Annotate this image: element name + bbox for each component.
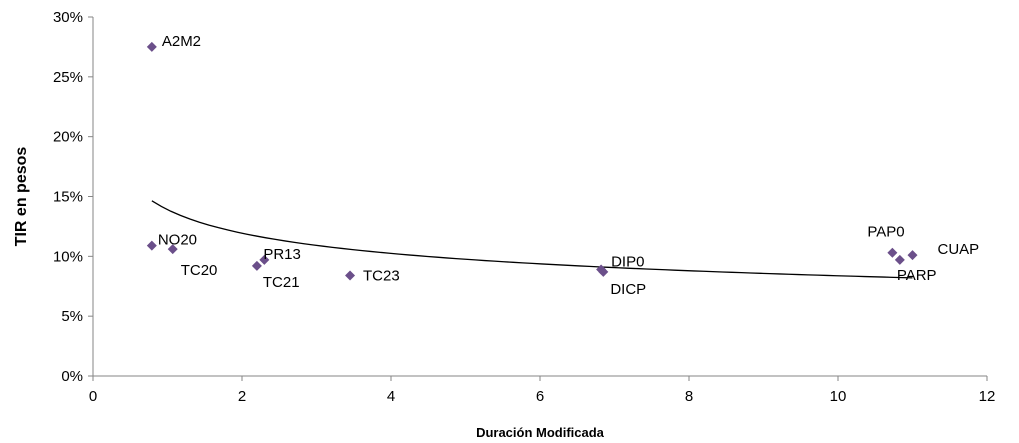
axes [88, 16, 988, 381]
x-tick-label: 0 [89, 388, 97, 405]
x-tick-label: 4 [387, 388, 395, 405]
point-label-no20: NO20 [158, 232, 197, 249]
point-label-tc21: TC21 [263, 274, 300, 291]
x-tick-label: 6 [536, 388, 544, 405]
y-tick-label: 0% [61, 368, 83, 385]
data-point-pap0 [887, 247, 898, 258]
point-label-a2m2: A2M2 [162, 33, 201, 50]
x-axis-title: Duración Modificada [476, 425, 605, 440]
data-point-pr13 [259, 254, 270, 265]
y-tick-label: 15% [53, 189, 83, 206]
y-axis-title: TIR en pesos [13, 147, 30, 247]
point-label-dicp: DICP [610, 281, 646, 298]
data-point-tc20 [167, 244, 178, 255]
y-tick-label: 30% [53, 9, 83, 26]
x-tick-label: 12 [979, 388, 996, 405]
data-point-no20 [146, 240, 157, 251]
point-label-parp: PARP [897, 267, 937, 284]
y-tick-label: 20% [53, 129, 83, 146]
x-tick-label: 2 [238, 388, 246, 405]
data-point-dicp [598, 266, 609, 277]
point-label-tc23: TC23 [363, 267, 400, 284]
data-point-parp [894, 254, 905, 265]
y-tick-label: 5% [61, 308, 83, 325]
point-label-tc20: TC20 [181, 262, 218, 279]
x-tick-label: 8 [685, 388, 693, 405]
data-points [146, 41, 918, 281]
point-label-pap0: PAP0 [867, 224, 904, 241]
tick-labels: 0% 5% 10% 15% 20% 25% 30% 0 2 4 6 8 10 12 [53, 9, 995, 405]
x-tick-label: 10 [830, 388, 847, 405]
point-labels: A2M2 NO20 TC20 TC21 PR13 TC23 DIP0 DICP PAP0 PARP… [158, 33, 979, 298]
data-point-a2m2 [146, 41, 157, 52]
data-point-tc23 [345, 270, 356, 281]
point-label-cuap: CUAP [938, 241, 980, 258]
data-point-cuap [907, 250, 918, 261]
y-tick-label: 25% [53, 69, 83, 86]
point-label-pr13: PR13 [263, 246, 301, 263]
data-point-tc21 [251, 260, 262, 271]
trendline [151, 200, 913, 279]
y-tick-label: 10% [53, 248, 83, 265]
point-label-dip0: DIP0 [611, 253, 644, 270]
